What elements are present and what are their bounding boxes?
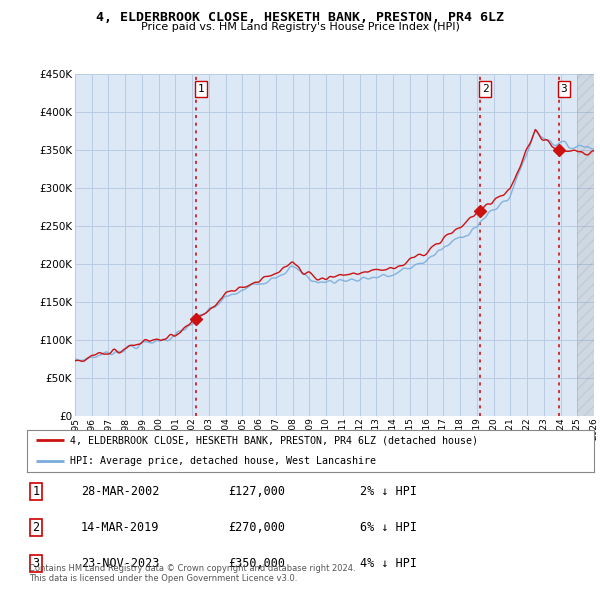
Text: 2% ↓ HPI: 2% ↓ HPI xyxy=(360,485,417,498)
Text: 4, ELDERBROOK CLOSE, HESKETH BANK, PRESTON, PR4 6LZ (detached house): 4, ELDERBROOK CLOSE, HESKETH BANK, PREST… xyxy=(70,435,478,445)
Text: 3: 3 xyxy=(560,84,567,94)
Text: 1: 1 xyxy=(198,84,205,94)
Text: Price paid vs. HM Land Registry's House Price Index (HPI): Price paid vs. HM Land Registry's House … xyxy=(140,22,460,32)
Text: 3: 3 xyxy=(32,557,40,570)
Text: 23-NOV-2023: 23-NOV-2023 xyxy=(81,557,160,570)
Text: 1: 1 xyxy=(32,485,40,498)
Text: 14-MAR-2019: 14-MAR-2019 xyxy=(81,521,160,534)
Bar xyxy=(577,74,594,416)
Text: 4, ELDERBROOK CLOSE, HESKETH BANK, PRESTON, PR4 6LZ: 4, ELDERBROOK CLOSE, HESKETH BANK, PREST… xyxy=(96,11,504,24)
Text: 6% ↓ HPI: 6% ↓ HPI xyxy=(360,521,417,534)
Text: HPI: Average price, detached house, West Lancashire: HPI: Average price, detached house, West… xyxy=(70,457,376,466)
Text: 28-MAR-2002: 28-MAR-2002 xyxy=(81,485,160,498)
Text: £127,000: £127,000 xyxy=(228,485,285,498)
Text: 4% ↓ HPI: 4% ↓ HPI xyxy=(360,557,417,570)
Text: £350,000: £350,000 xyxy=(228,557,285,570)
Text: Contains HM Land Registry data © Crown copyright and database right 2024.
This d: Contains HM Land Registry data © Crown c… xyxy=(29,563,355,583)
Text: 2: 2 xyxy=(32,521,40,534)
Text: £270,000: £270,000 xyxy=(228,521,285,534)
Text: 2: 2 xyxy=(482,84,488,94)
